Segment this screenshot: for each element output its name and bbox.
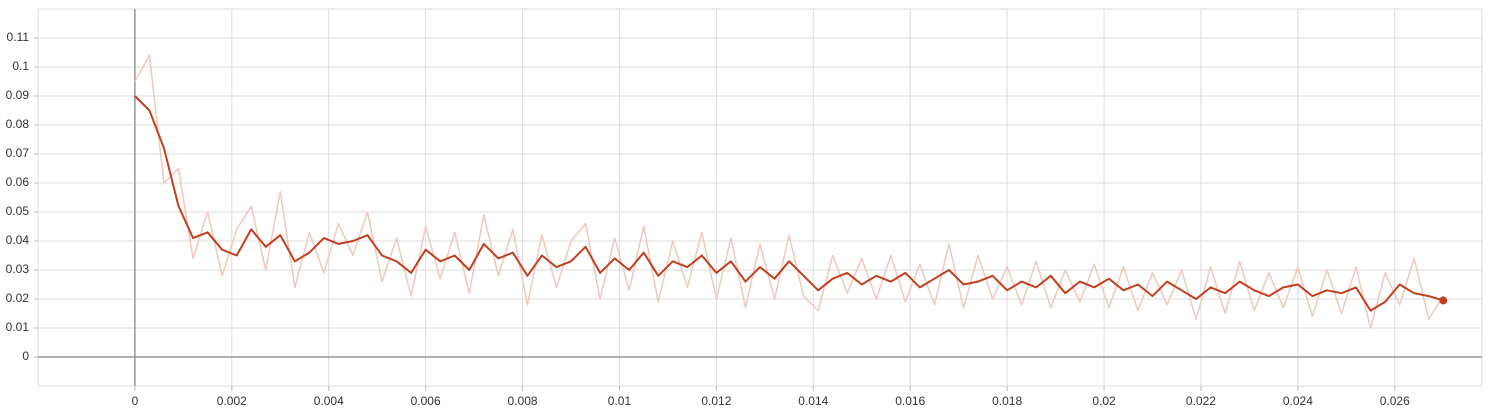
- x-tick-label: 0.018: [992, 394, 1022, 408]
- x-tick-label: 0: [132, 394, 139, 408]
- x-tick-label: 0.008: [508, 394, 538, 408]
- x-tick-label: 0.014: [798, 394, 828, 408]
- y-tick-label: 0.03: [6, 262, 30, 276]
- y-tick-label: 0: [22, 349, 29, 363]
- y-tick-label: 0.07: [6, 146, 30, 160]
- y-tick-label: 0.09: [6, 88, 30, 102]
- data-line: [134, 54, 1444, 329]
- y-tick-label: 0.02: [6, 291, 30, 305]
- x-tick-label: 0.02: [1092, 394, 1116, 408]
- y-tick-label: 0.01: [6, 320, 30, 334]
- x-tick-label: 0.022: [1186, 394, 1216, 408]
- x-tick-label: 0.01: [608, 394, 632, 408]
- y-tick-label: 0.06: [6, 175, 30, 189]
- x-tick-label: 0.002: [217, 394, 247, 408]
- y-tick-label: 0.1: [12, 59, 29, 73]
- y-tick-label: 0.04: [6, 233, 30, 247]
- y-tick-label: 0.05: [6, 204, 30, 218]
- x-tick-label: 0.004: [314, 394, 344, 408]
- y-tick-label: 0.11: [7, 30, 30, 44]
- x-tick-label: 0.006: [411, 394, 441, 408]
- data-line: [134, 95, 1444, 312]
- end-marker: [1439, 296, 1448, 305]
- x-tick-label: 0.012: [701, 394, 731, 408]
- x-tick-label: 0.026: [1380, 394, 1410, 408]
- x-tick-label: 0.024: [1283, 394, 1313, 408]
- x-tick-label: 0.016: [895, 394, 925, 408]
- plot-frame: [37, 8, 1483, 387]
- y-tick-label: 0.08: [6, 117, 30, 131]
